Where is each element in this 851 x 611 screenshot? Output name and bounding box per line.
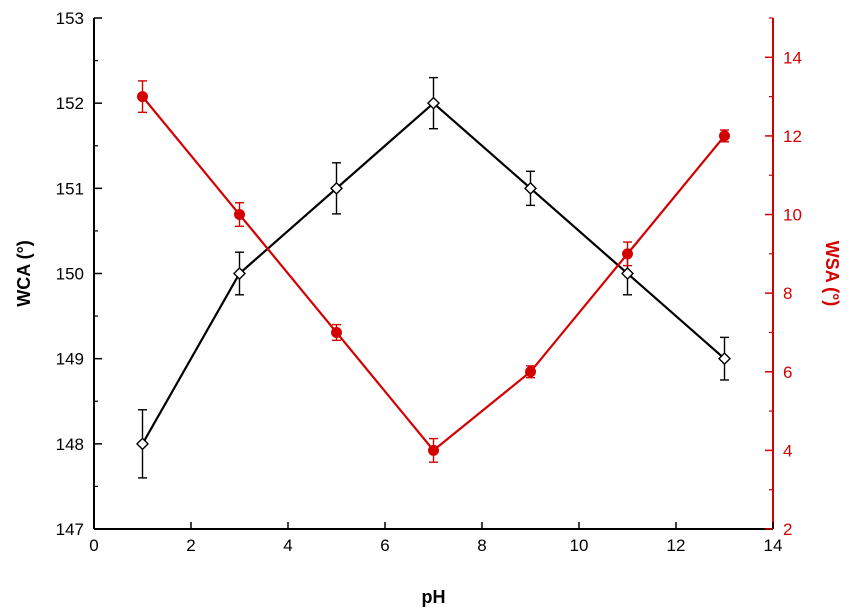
x-tick-label: 0: [89, 536, 98, 555]
right-y-tick-label: 14: [783, 48, 802, 67]
data-point: [524, 181, 537, 195]
series-wsa: [137, 80, 730, 463]
right-y-axis-ticks: 2 4 6 8 10 12 14: [765, 17, 802, 539]
data-point: [718, 352, 731, 366]
x-tick-label: 2: [186, 536, 195, 555]
left-y-tick-label: 150: [56, 265, 84, 284]
right-y-axis-title: WSA (°): [822, 241, 842, 307]
left-y-tick-label: 147: [56, 520, 84, 539]
series-line: [141, 101, 726, 445]
left-y-tick-label: 152: [56, 94, 84, 113]
x-tick-label: 4: [283, 536, 292, 555]
left-y-axis-title: WCA (°): [14, 240, 34, 307]
x-axis-ticks: 0 2 4 6 8 10 12 14: [89, 522, 782, 555]
data-point: [137, 91, 148, 103]
right-y-tick-label: 12: [783, 127, 802, 146]
x-tick-label: 12: [667, 536, 686, 555]
data-point: [428, 444, 439, 456]
right-y-tick-label: 6: [783, 363, 792, 382]
right-y-tick-label: 4: [783, 441, 792, 460]
series-wca: [136, 76, 731, 479]
x-tick-label: 10: [570, 536, 589, 555]
x-tick-label: 14: [764, 536, 783, 555]
right-y-tick-label: 8: [783, 284, 792, 303]
data-point: [233, 267, 246, 280]
data-point: [621, 267, 634, 280]
x-tick-label: 6: [380, 536, 389, 555]
right-y-tick-label: 2: [783, 520, 792, 539]
data-point: [622, 248, 633, 260]
left-y-tick-label: 153: [56, 9, 84, 28]
left-y-axis-ticks: 147 148 149 150 151 152 153: [56, 9, 102, 539]
right-y-tick-label: 10: [783, 206, 802, 225]
data-point: [331, 326, 342, 338]
series-layer: [136, 76, 731, 479]
data-point: [136, 437, 149, 451]
data-point: [330, 181, 343, 195]
left-y-tick-label: 149: [56, 350, 84, 369]
data-point: [719, 130, 730, 142]
data-point: [234, 209, 245, 221]
x-axis-title: pH: [422, 587, 446, 607]
x-tick-label: 8: [477, 536, 486, 555]
series-line: [141, 95, 726, 452]
data-point: [427, 96, 440, 110]
left-y-tick-label: 148: [56, 435, 84, 454]
left-y-tick-label: 151: [56, 179, 84, 198]
data-point: [525, 366, 536, 378]
